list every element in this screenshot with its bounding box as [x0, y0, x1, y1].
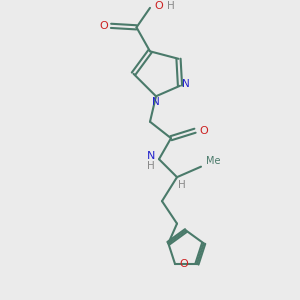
Text: Me: Me	[206, 156, 220, 166]
Text: N: N	[152, 97, 159, 107]
Text: O: O	[199, 126, 208, 136]
Text: O: O	[99, 21, 108, 31]
Text: N: N	[146, 151, 155, 161]
Text: O: O	[154, 2, 164, 11]
Text: N: N	[182, 79, 190, 89]
Text: O: O	[179, 259, 188, 269]
Text: H: H	[147, 161, 154, 171]
Text: H: H	[178, 180, 185, 190]
Text: H: H	[167, 2, 175, 11]
